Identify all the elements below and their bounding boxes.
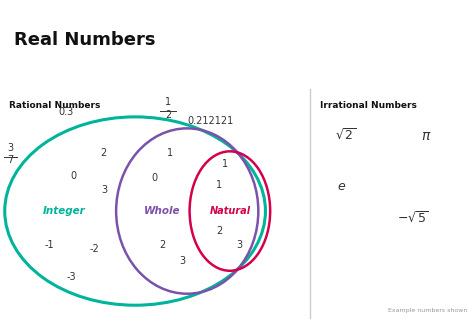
Text: -1: -1 <box>45 240 55 250</box>
Text: Natural: Natural <box>210 206 250 216</box>
Text: Real Numbers: Real Numbers <box>14 31 156 49</box>
Text: 2: 2 <box>165 110 172 120</box>
Text: Irrational Numbers: Irrational Numbers <box>320 101 417 110</box>
Text: 2: 2 <box>216 226 222 236</box>
Text: 0: 0 <box>71 171 76 181</box>
Text: 7: 7 <box>7 155 14 165</box>
Text: 1: 1 <box>165 97 171 108</box>
Text: -2: -2 <box>90 244 100 254</box>
Text: 3: 3 <box>180 256 185 266</box>
Text: 2: 2 <box>100 148 107 158</box>
Text: 0: 0 <box>151 173 157 183</box>
Text: $\pi$: $\pi$ <box>421 129 432 143</box>
Text: 1: 1 <box>222 160 228 169</box>
Text: 3: 3 <box>8 143 13 153</box>
Text: $-\sqrt{5}$: $-\sqrt{5}$ <box>397 210 428 226</box>
Text: $e$: $e$ <box>337 180 346 193</box>
Text: 1: 1 <box>167 148 173 158</box>
Text: 3: 3 <box>101 185 107 195</box>
Text: 0.212121: 0.212121 <box>188 116 234 126</box>
Text: $\sqrt{2}$: $\sqrt{2}$ <box>336 128 356 143</box>
Text: 3: 3 <box>237 240 242 250</box>
Text: 1: 1 <box>216 180 222 190</box>
Text: Integer: Integer <box>43 206 85 216</box>
Text: Example numbers shown: Example numbers shown <box>388 308 467 314</box>
Text: -3: -3 <box>66 272 76 282</box>
Text: Whole: Whole <box>144 206 181 216</box>
Text: 2: 2 <box>159 240 165 250</box>
Text: Rational Numbers: Rational Numbers <box>9 101 100 110</box>
Text: 0.3: 0.3 <box>59 107 74 116</box>
